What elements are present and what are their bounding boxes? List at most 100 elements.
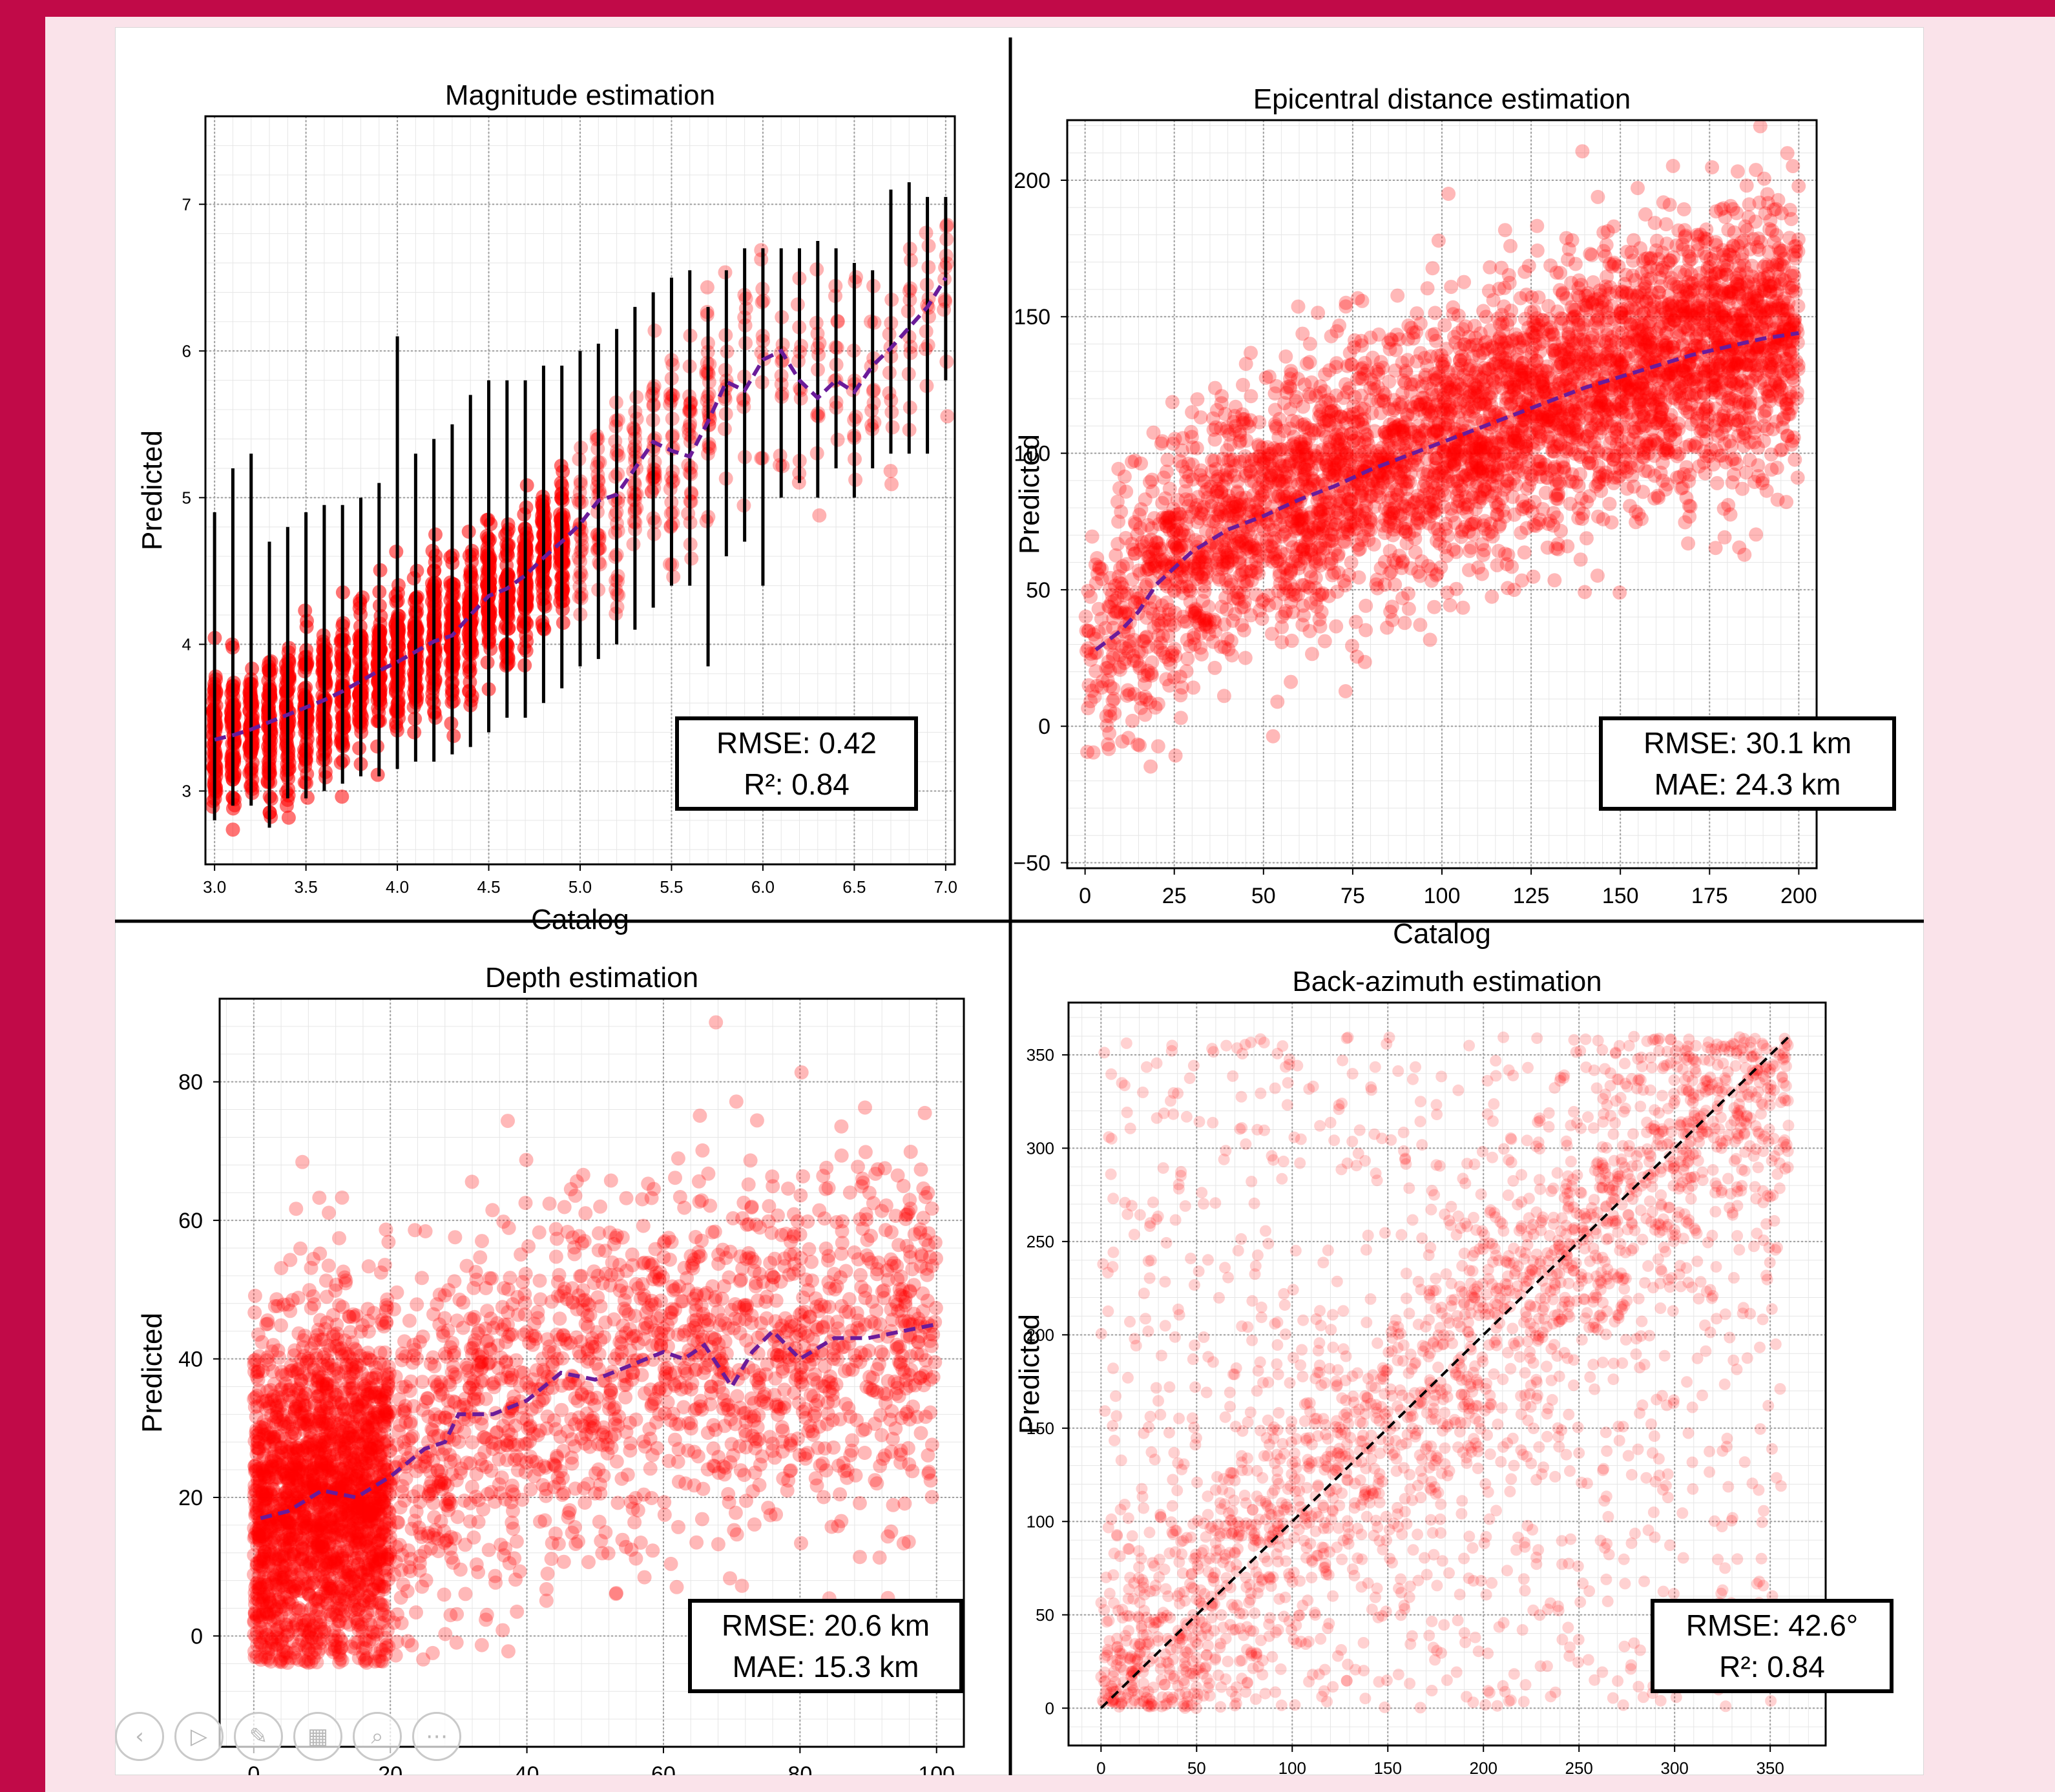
scatter-point [1271,454,1286,469]
scatter-point [1499,359,1514,373]
scatter-point [1461,472,1476,486]
scatter-point [1497,446,1512,461]
scatter-point [1194,570,1209,585]
scatter-point [647,472,662,487]
scatter-point [1151,618,1166,633]
scatter-point [1492,437,1507,451]
scatter-point [1751,231,1766,246]
scatter-point [1162,603,1176,617]
scatter-point [699,364,714,379]
scatter-point [1779,335,1794,349]
scatter-point [1733,341,1748,356]
scatter-point [1643,340,1658,355]
scatter-point [1429,455,1444,470]
scatter-point [1419,452,1434,466]
scatter-point [1478,335,1493,350]
y-tick-label: 3 [182,782,191,801]
scatter-point [1214,484,1229,499]
scatter-point [1355,293,1370,308]
scatter-point [1288,439,1303,454]
scatter-point [1508,426,1523,441]
scatter-point [1681,289,1696,304]
scatter-point [1749,326,1764,341]
scatter-point [1686,362,1701,377]
scatter-point [1746,232,1761,247]
scatter-point [702,441,717,455]
scatter-point [1658,264,1673,279]
scatter-point [629,412,644,426]
scatter-point [1671,389,1686,404]
scatter-point [1291,490,1306,505]
scatter-point [1754,359,1769,373]
scatter-point [280,793,295,807]
mean-trend-line [214,276,948,742]
scatter-point [1432,527,1447,542]
scatter-point [1306,523,1321,537]
scatter-point [1420,281,1435,296]
scatter-point [1718,455,1733,470]
scatter-point [1338,377,1353,391]
scatter-point [1552,476,1567,491]
scatter-point [754,451,769,466]
scatter-point [1524,363,1539,378]
scatter-point [1488,430,1503,445]
scatter-point [1481,284,1496,298]
scatter-point [1739,465,1753,480]
scatter-point [1788,284,1803,299]
scatter-point [1485,488,1499,503]
scatter-point [1278,349,1293,364]
scatter-point [1209,552,1224,567]
scatter-point [1691,306,1706,321]
scatter-point [1308,551,1322,566]
scatter-point [1508,327,1523,342]
scatter-point [1360,363,1375,378]
scatter-point [227,792,242,807]
scatter-point [1590,313,1605,328]
scatter-point [1385,612,1400,627]
scatter-point [1315,526,1330,541]
scatter-point [1609,422,1624,437]
scatter-point [1355,483,1370,498]
scatter-point [1363,489,1378,504]
scatter-point [1723,507,1738,522]
scatter-point [1369,488,1384,503]
scatter-point [1454,530,1468,545]
scatter-point [1689,371,1704,386]
scatter-point [1165,535,1180,550]
scatter-point [1150,640,1164,654]
scatter-point [1543,514,1558,528]
scatter-point [1665,340,1680,355]
scatter-point [1561,339,1576,354]
scatter-point [1283,402,1298,417]
scatter-point [1789,320,1804,335]
scatter-point [1769,461,1784,475]
scatter-point [1664,253,1678,268]
scatter-point [830,314,845,329]
scatter-point [1296,540,1311,555]
scatter-point [1530,454,1545,469]
scatter-point [1377,424,1392,439]
scatter-point [1517,377,1532,392]
scatter-point [1699,249,1714,264]
scatter-point [1769,228,1784,243]
scatter-point [1200,490,1215,505]
scatter-point [1321,557,1336,572]
scatter-point [1527,517,1541,532]
scatter-point [1499,317,1514,332]
y-tick-label: 7 [182,194,191,214]
scatter-point [1622,432,1636,446]
scatter-point [1688,339,1703,353]
scatter-point [1430,534,1444,548]
scatter-point [1289,448,1304,463]
figure-panel: 3.0 3.5 4.0 4.5 5.0 5.5 6.0 6.5 7.0 3 4 5 6 7 Magnitud… [114,26,1925,1792]
scatter-point [1492,347,1507,362]
scatter-point [1554,356,1569,371]
scatter-point [1215,599,1229,614]
scatter-point [1517,545,1532,560]
scatter-point [1508,390,1523,405]
scatter-point [812,336,827,351]
scatter-point [1275,635,1289,650]
scatter-point [1107,593,1122,608]
scatter-point [1220,507,1234,522]
scatter-point [1515,355,1530,370]
